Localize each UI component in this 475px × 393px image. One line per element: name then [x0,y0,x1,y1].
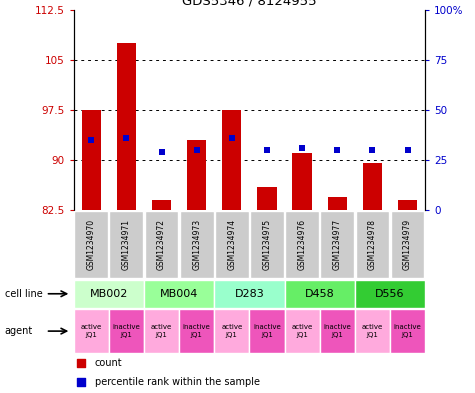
Text: agent: agent [5,326,33,336]
Bar [214,309,249,353]
Text: inactive
JQ1: inactive JQ1 [113,324,140,338]
Bar [74,309,109,353]
Bar [355,211,390,278]
Bar [355,280,425,308]
Bar [328,197,347,210]
Bar [222,110,241,210]
Point [87,137,95,143]
Bar [398,200,417,210]
Point [77,378,85,385]
Bar [320,309,355,353]
Text: cell line: cell line [5,289,42,299]
Text: GSM1234973: GSM1234973 [192,219,201,270]
Text: inactive
JQ1: inactive JQ1 [394,324,421,338]
Point [158,149,165,155]
Bar [109,309,144,353]
Bar [285,280,355,308]
Point [404,147,411,153]
Text: GSM1234976: GSM1234976 [298,219,306,270]
Bar [152,200,171,210]
Title: GDS5346 / 8124955: GDS5346 / 8124955 [182,0,317,7]
Bar [82,110,101,210]
Text: D283: D283 [235,289,264,299]
Bar [355,309,390,353]
Text: active
JQ1: active JQ1 [151,324,172,338]
Bar [214,280,285,308]
Text: active
JQ1: active JQ1 [221,324,242,338]
Bar [285,211,319,278]
Text: active
JQ1: active JQ1 [292,324,313,338]
Bar [117,43,136,210]
Bar [257,187,276,210]
Bar [390,309,425,353]
Point [123,135,130,141]
Bar [144,280,214,308]
Bar [363,163,382,210]
Text: inactive
JQ1: inactive JQ1 [323,324,351,338]
Bar [109,211,143,278]
Text: count: count [95,358,123,368]
Bar [179,309,214,353]
Text: GSM1234977: GSM1234977 [333,219,342,270]
Point [228,135,236,141]
Point [298,145,306,151]
Point [369,147,376,153]
Bar [187,140,206,210]
Text: inactive
JQ1: inactive JQ1 [183,324,210,338]
Bar [390,211,425,278]
Text: MB004: MB004 [160,289,198,299]
Bar [320,211,354,278]
Bar [144,211,179,278]
Text: D556: D556 [375,289,405,299]
Text: active
JQ1: active JQ1 [362,324,383,338]
Point [263,147,271,153]
Text: D458: D458 [305,289,334,299]
Text: percentile rank within the sample: percentile rank within the sample [95,377,260,387]
Text: inactive
JQ1: inactive JQ1 [253,324,281,338]
Text: GSM1234974: GSM1234974 [228,219,236,270]
Text: active
JQ1: active JQ1 [81,324,102,338]
Bar [180,211,214,278]
Point [77,360,85,366]
Bar [285,309,320,353]
Bar [250,211,284,278]
Text: GSM1234978: GSM1234978 [368,219,377,270]
Text: MB002: MB002 [90,289,128,299]
Bar [74,280,144,308]
Bar [215,211,249,278]
Bar [293,153,312,210]
Bar [249,309,285,353]
Text: GSM1234972: GSM1234972 [157,219,166,270]
Point [193,147,200,153]
Bar [144,309,179,353]
Point [333,147,341,153]
Text: GSM1234979: GSM1234979 [403,219,412,270]
Text: GSM1234971: GSM1234971 [122,219,131,270]
Bar [74,211,108,278]
Text: GSM1234975: GSM1234975 [263,219,271,270]
Text: GSM1234970: GSM1234970 [87,219,95,270]
